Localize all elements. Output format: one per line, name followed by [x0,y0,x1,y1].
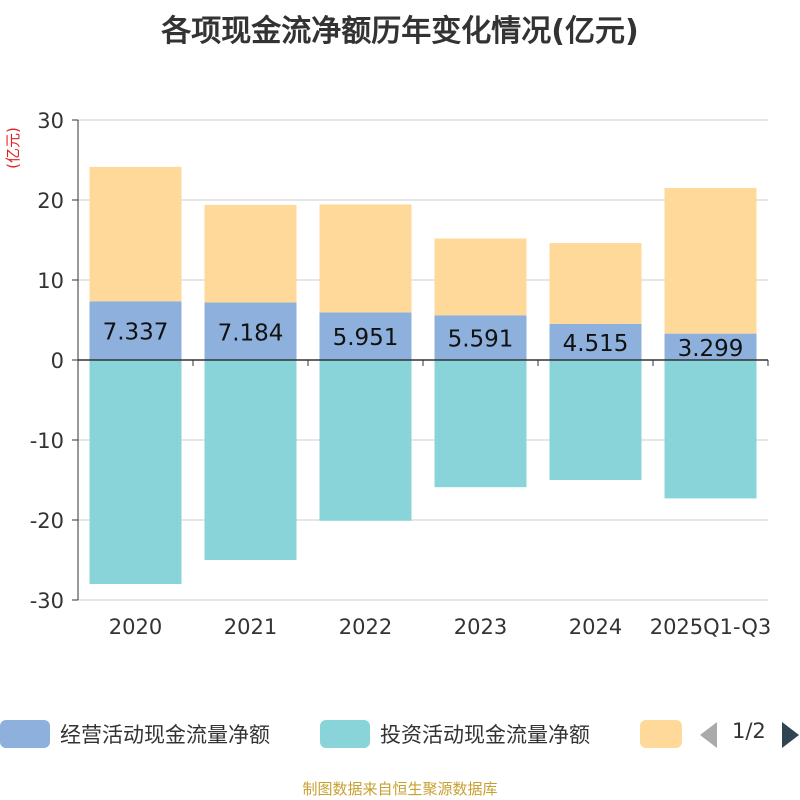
x-tick-labels: 2020 2021 2022 2023 2024 2025Q1-Q3 [109,615,772,639]
bar-series-1-2022[interactable] [319,360,412,521]
bar-data-label: 3.299 [678,336,744,362]
bar-series-1-2025Q1-Q3[interactable] [664,360,757,499]
x-tick-label: 2025Q1-Q3 [650,615,772,639]
bar-series-1-2020[interactable] [89,360,182,584]
bar-series-2-2023[interactable] [434,238,527,316]
x-tick-label: 2022 [339,615,392,639]
bar-group [89,166,757,584]
bar-series-2-2024[interactable] [549,243,642,324]
bar-series-2-2025Q1-Q3[interactable] [664,188,757,334]
bar-series-0-2022[interactable] [319,312,412,360]
bar-series-0-2024[interactable] [549,323,642,360]
bar-series-1-2024[interactable] [549,360,642,480]
source-note: 制图数据来自恒生聚源数据库 [302,780,498,798]
bar-series-0-2020[interactable] [89,301,182,360]
bar-data-label: 4.515 [563,331,629,357]
y-tick-label: 20 [37,189,64,213]
legend: 经营活动现金流量净额 投资活动现金流量净额 1/2 [0,716,800,756]
legend-prev-arrow-icon[interactable] [700,722,717,748]
legend-swatch-operating [0,720,50,748]
y-tick-labels: 30 20 10 0 -10 -20 -30 [30,109,64,613]
bar-series-1-2023[interactable] [434,360,527,488]
legend-next-arrow-icon[interactable] [782,722,799,748]
bar-data-label: 5.951 [333,325,399,351]
bar-data-label: 5.591 [448,327,514,353]
bar-label-group: 7.337 7.184 5.951 5.591 4.515 3.299 [103,320,744,362]
x-tick-label: 2023 [454,615,507,639]
bar-series-2-2021[interactable] [204,204,297,303]
y-tick-label: -10 [30,429,64,453]
bar-series-0-2023[interactable] [434,315,527,360]
legend-page-indicator: 1/2 [732,719,766,743]
y-tick-label: -30 [30,589,64,613]
y-tick-label: 0 [51,349,64,373]
bar-series-0-2025Q1-Q3[interactable] [664,333,757,360]
bar-series-2-2022[interactable] [319,204,412,313]
bar-series-2-2020[interactable] [89,166,182,302]
chart-title: 各项现金流净额历年变化情况(亿元) [161,14,639,49]
bar-data-label: 7.337 [103,320,169,346]
axes [72,119,769,601]
legend-label-investing: 投资活动现金流量净额 [380,723,590,747]
x-tick-label: 2024 [569,615,622,639]
y-axis-label: (亿元) [4,127,22,169]
legend-swatch-investing [320,720,370,748]
grid-lines [78,119,768,601]
y-tick-label: 10 [37,269,64,293]
bar-series-1-2021[interactable] [204,360,297,560]
bar-data-label: 7.184 [218,320,284,346]
x-tick-label: 2020 [109,615,162,639]
y-tick-label: 30 [37,109,64,133]
y-tick-label: -20 [30,509,64,533]
legend-label-operating: 经营活动现金流量净额 [60,723,270,747]
bar-chart: 7.337 7.184 5.951 5.591 4.515 3.299 30 20 10 0 -1… [4,109,772,639]
legend-swatch-third [640,720,682,748]
x-tick-label: 2021 [224,615,277,639]
bar-series-0-2021[interactable] [204,302,297,360]
